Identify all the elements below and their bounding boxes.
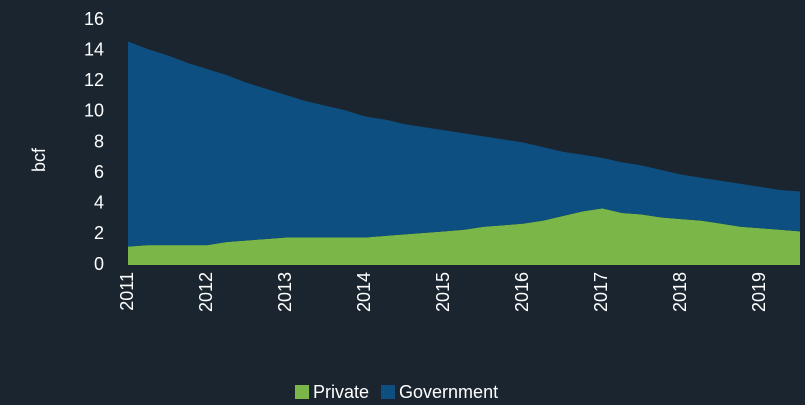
x-tick-label: 2018 [670, 272, 690, 312]
x-tick-label: 2013 [275, 272, 295, 312]
y-tick-label: 0 [94, 254, 104, 274]
legend-label: Private [313, 382, 369, 402]
x-tick-label: 2014 [354, 272, 374, 312]
x-tick-label: 2019 [749, 272, 769, 312]
x-tick-label: 2017 [591, 272, 611, 312]
x-tick-label: 2016 [512, 272, 532, 312]
y-tick-label: 16 [84, 9, 104, 29]
legend-label: Government [399, 382, 498, 402]
x-tick-label: 2015 [433, 272, 453, 312]
area [128, 208, 800, 265]
x-tick-label: 2012 [196, 272, 216, 312]
x-tick-label: 2011 [117, 272, 137, 311]
legend-swatch [295, 385, 309, 399]
y-tick-label: 6 [94, 162, 104, 182]
y-tick-label: 2 [94, 223, 104, 243]
y-tick-label: 12 [84, 70, 104, 90]
y-tick-label: 10 [84, 101, 104, 121]
y-axis-label: bcf [29, 147, 49, 172]
area [128, 41, 800, 247]
legend-swatch [381, 385, 396, 399]
y-tick-label: 4 [94, 193, 104, 213]
y-tick-label: 14 [84, 39, 104, 59]
y-tick-label: 8 [94, 131, 104, 151]
